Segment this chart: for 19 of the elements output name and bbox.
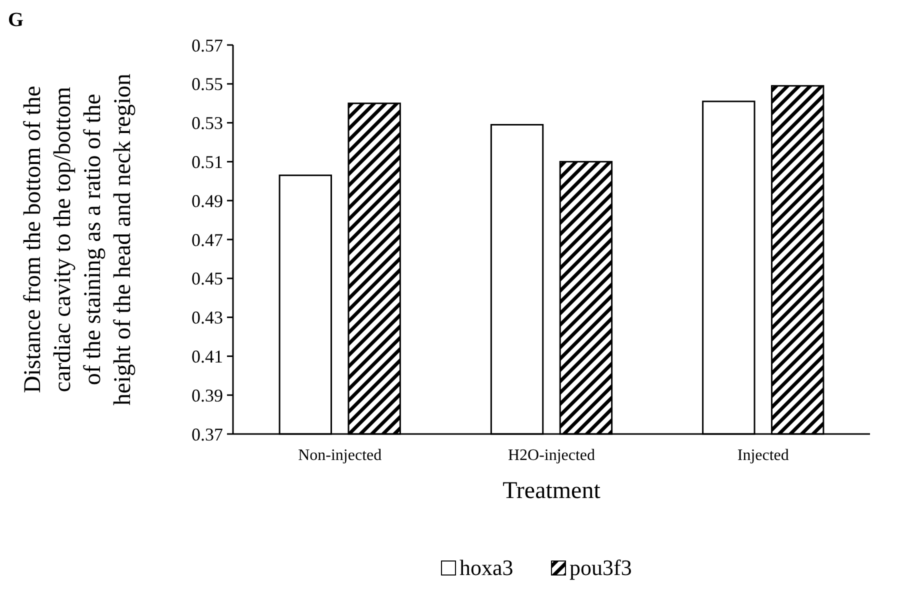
y-tick-label: 0.53: [192, 113, 223, 134]
y-tick-label: 0.49: [192, 190, 223, 211]
legend-label: pou3f3: [570, 555, 632, 580]
y-tick-label: 0.43: [192, 308, 223, 328]
legend-label: hoxa3: [460, 555, 514, 580]
x-tick-label: H2O-injected: [508, 447, 596, 464]
y-tick-label: 0.47: [192, 230, 223, 250]
x-tick-label: Injected: [737, 447, 789, 464]
text: G: [8, 9, 24, 31]
x-axis-title: Treatment: [502, 478, 601, 504]
y-tick-label: 0.37: [192, 424, 223, 444]
y-tick-label: 0.45: [192, 268, 223, 289]
y-tick-label: 0.57: [192, 35, 223, 56]
x-tick-label: Non-injected: [298, 447, 382, 464]
y-tick-label: 0.51: [192, 152, 223, 172]
y-tick-label: 0.41: [192, 346, 223, 366]
y-tick-label: 0.55: [192, 74, 223, 94]
y-axis-title: Distance from the bottom of the cardiac cavity to the top/bottom of the staining as a ratio of the height of the head and neck region: [20, 74, 136, 406]
y-tick-label: 0.39: [192, 385, 223, 406]
